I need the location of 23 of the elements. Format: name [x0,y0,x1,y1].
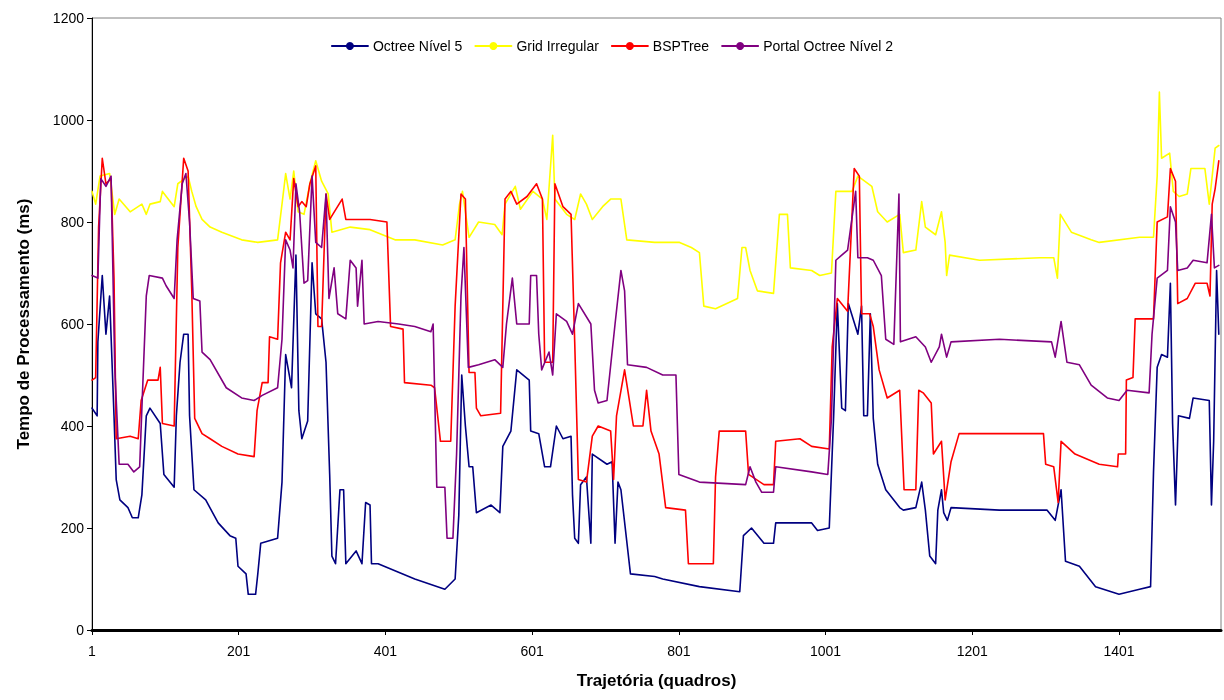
y-axis-title: Tempo de Processamento (ms) [14,198,33,450]
legend-label: Octree Nível 5 [372,38,463,54]
legend-label: BSPTree [652,38,710,54]
y-tick-label: 200 [60,520,85,536]
y-tick-label: 600 [60,316,85,332]
line-series [91,254,1220,596]
x-tick-label: 1 [88,643,97,659]
y-tick-label: 400 [60,418,85,434]
y-tick-label: 1000 [52,112,85,128]
y-tick-label: 800 [60,214,85,230]
legend-label: Grid Irregular [516,38,600,54]
line-series [91,91,1220,310]
y-tick-label: 0 [76,622,85,638]
x-tick-label: 1201 [956,643,989,659]
x-tick-label: 801 [667,643,691,659]
x-tick-label: 1001 [810,643,842,659]
x-tick-label: 1401 [1103,643,1135,659]
x-axis-title: Trajetória (quadros) [576,671,737,690]
x-tick-label: 601 [520,643,545,659]
y-tick-label: 1200 [52,10,85,26]
x-tick-label: 401 [373,643,398,659]
x-tick-label: 201 [227,643,251,659]
legend-label: Portal Octree Nível 2 [763,38,894,54]
